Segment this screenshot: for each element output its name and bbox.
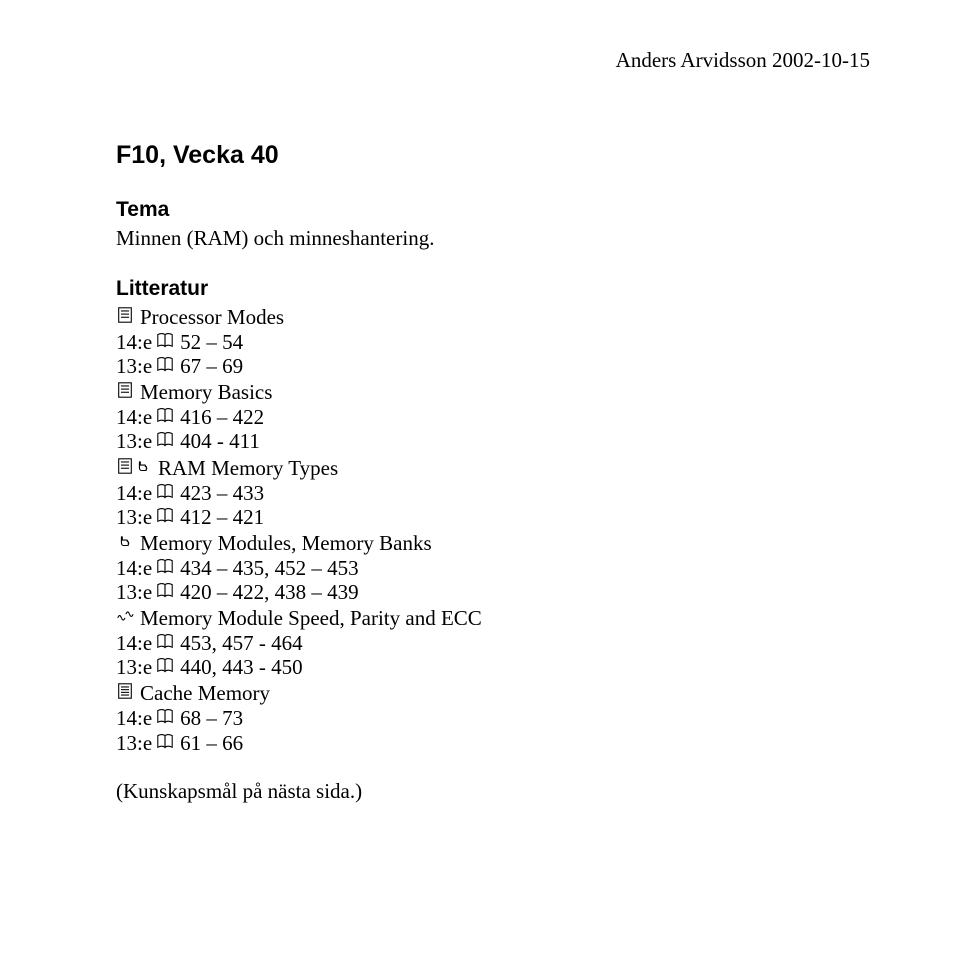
book-icon	[156, 732, 174, 750]
literature-reference: 13:e 420 – 422, 438 – 439	[116, 580, 870, 604]
page-lines-3	[116, 306, 134, 324]
wave-icon	[116, 607, 134, 625]
literature-section-title: Processor Modes	[140, 305, 284, 330]
edition-label: 14:e	[116, 481, 152, 505]
book-icon	[156, 430, 174, 448]
book-icon	[156, 581, 174, 599]
literature-section: Cache Memory14:e 68 – 73 13:e 61 – 66	[116, 681, 870, 754]
edition-label: 14:e	[116, 405, 152, 429]
section-icons	[116, 607, 134, 625]
literature-heading: Litteratur	[116, 277, 870, 301]
section-icons	[116, 682, 134, 700]
section-icons	[116, 457, 152, 475]
literature-reference: 13:e 67 – 69	[116, 354, 870, 378]
page-lines-3	[116, 381, 134, 399]
page-range: 404 - 411	[180, 429, 260, 453]
edition-label: 13:e	[116, 580, 152, 604]
literature-section: RAM Memory Types14:e 423 – 433 13:e 412 – 4…	[116, 456, 870, 529]
literature-section-title-row: Memory Basics	[116, 380, 870, 405]
edition-label: 13:e	[116, 354, 152, 378]
book-icon	[156, 506, 174, 524]
page-range: 420 – 422, 438 – 439	[180, 580, 359, 604]
page-range: 440, 443 - 450	[180, 655, 303, 679]
edition-label: 13:e	[116, 655, 152, 679]
book-icon	[156, 406, 174, 424]
edition-label: 14:e	[116, 556, 152, 580]
page-range: 68 – 73	[180, 706, 243, 730]
literature-section-title: Memory Modules, Memory Banks	[140, 531, 432, 556]
page-range: 61 – 66	[180, 731, 243, 755]
page-range: 416 – 422	[180, 405, 264, 429]
page-range: 52 – 54	[180, 330, 243, 354]
literature-reference: 13:e 440, 443 - 450	[116, 655, 870, 679]
section-icons	[116, 381, 134, 399]
literature-reference: 14:e 434 – 435, 452 – 453	[116, 556, 870, 580]
book-icon	[156, 557, 174, 575]
book-icon	[156, 331, 174, 349]
header-author-date: Anders Arvidsson 2002-10-15	[116, 48, 870, 73]
literature-section-title-row: Memory Modules, Memory Banks	[116, 531, 870, 556]
page-lines-3	[116, 457, 134, 475]
section-icons	[116, 532, 134, 550]
literature-section-title-row: Cache Memory	[116, 681, 870, 706]
document-title: F10, Vecka 40	[116, 141, 870, 170]
literature-reference: 13:e 404 - 411	[116, 429, 870, 453]
literature-section-title: Cache Memory	[140, 681, 270, 706]
literature-reference: 14:e 416 – 422	[116, 405, 870, 429]
theme-text: Minnen (RAM) och minneshantering.	[116, 226, 870, 251]
literature-section-title-row: Memory Module Speed, Parity and ECC	[116, 606, 870, 631]
page-range: 67 – 69	[180, 354, 243, 378]
book-icon	[156, 707, 174, 725]
literature-section-title: Memory Module Speed, Parity and ECC	[140, 606, 482, 631]
edition-label: 13:e	[116, 429, 152, 453]
literature-reference: 14:e 68 – 73	[116, 706, 870, 730]
literature-section-title-row: Processor Modes	[116, 305, 870, 330]
literature-section: Memory Modules, Memory Banks14:e 434 – 43…	[116, 531, 870, 604]
page-lines-4	[116, 682, 134, 700]
book-icon	[156, 482, 174, 500]
pointer-icon	[134, 457, 152, 475]
page-range: 412 – 421	[180, 505, 264, 529]
page-range: 453, 457 - 464	[180, 631, 303, 655]
edition-label: 14:e	[116, 706, 152, 730]
literature-section: Memory Basics14:e 416 – 422 13:e 404 - 411	[116, 380, 870, 453]
literature-section: Memory Module Speed, Parity and ECC14:e 4…	[116, 606, 870, 679]
literature-reference: 14:e 453, 457 - 464	[116, 631, 870, 655]
edition-label: 14:e	[116, 631, 152, 655]
theme-heading: Tema	[116, 198, 870, 222]
literature-reference: 14:e 52 – 54	[116, 330, 870, 354]
edition-label: 13:e	[116, 505, 152, 529]
book-icon	[156, 632, 174, 650]
section-icons	[116, 306, 134, 324]
book-icon	[156, 656, 174, 674]
document-page: Anders Arvidsson 2002-10-15 F10, Vecka 4…	[0, 0, 960, 956]
literature-reference: 14:e 423 – 433	[116, 481, 870, 505]
book-icon	[156, 355, 174, 373]
edition-label: 13:e	[116, 731, 152, 755]
literature-section-title: Memory Basics	[140, 380, 272, 405]
page-range: 423 – 433	[180, 481, 264, 505]
edition-label: 14:e	[116, 330, 152, 354]
footer-note: (Kunskapsmål på nästa sida.)	[116, 779, 870, 804]
literature-reference: 13:e 61 – 66	[116, 731, 870, 755]
literature-section-title-row: RAM Memory Types	[116, 456, 870, 481]
literature-list: Processor Modes14:e52 – 5413:e67 – 69Mem…	[116, 305, 870, 755]
literature-reference: 13:e 412 – 421	[116, 505, 870, 529]
literature-section-title: RAM Memory Types	[158, 456, 338, 481]
literature-section: Processor Modes14:e 52 – 54 13:e 67 – 69	[116, 305, 870, 378]
page-range: 434 – 435, 452 – 453	[180, 556, 359, 580]
pointer-icon	[116, 532, 134, 550]
